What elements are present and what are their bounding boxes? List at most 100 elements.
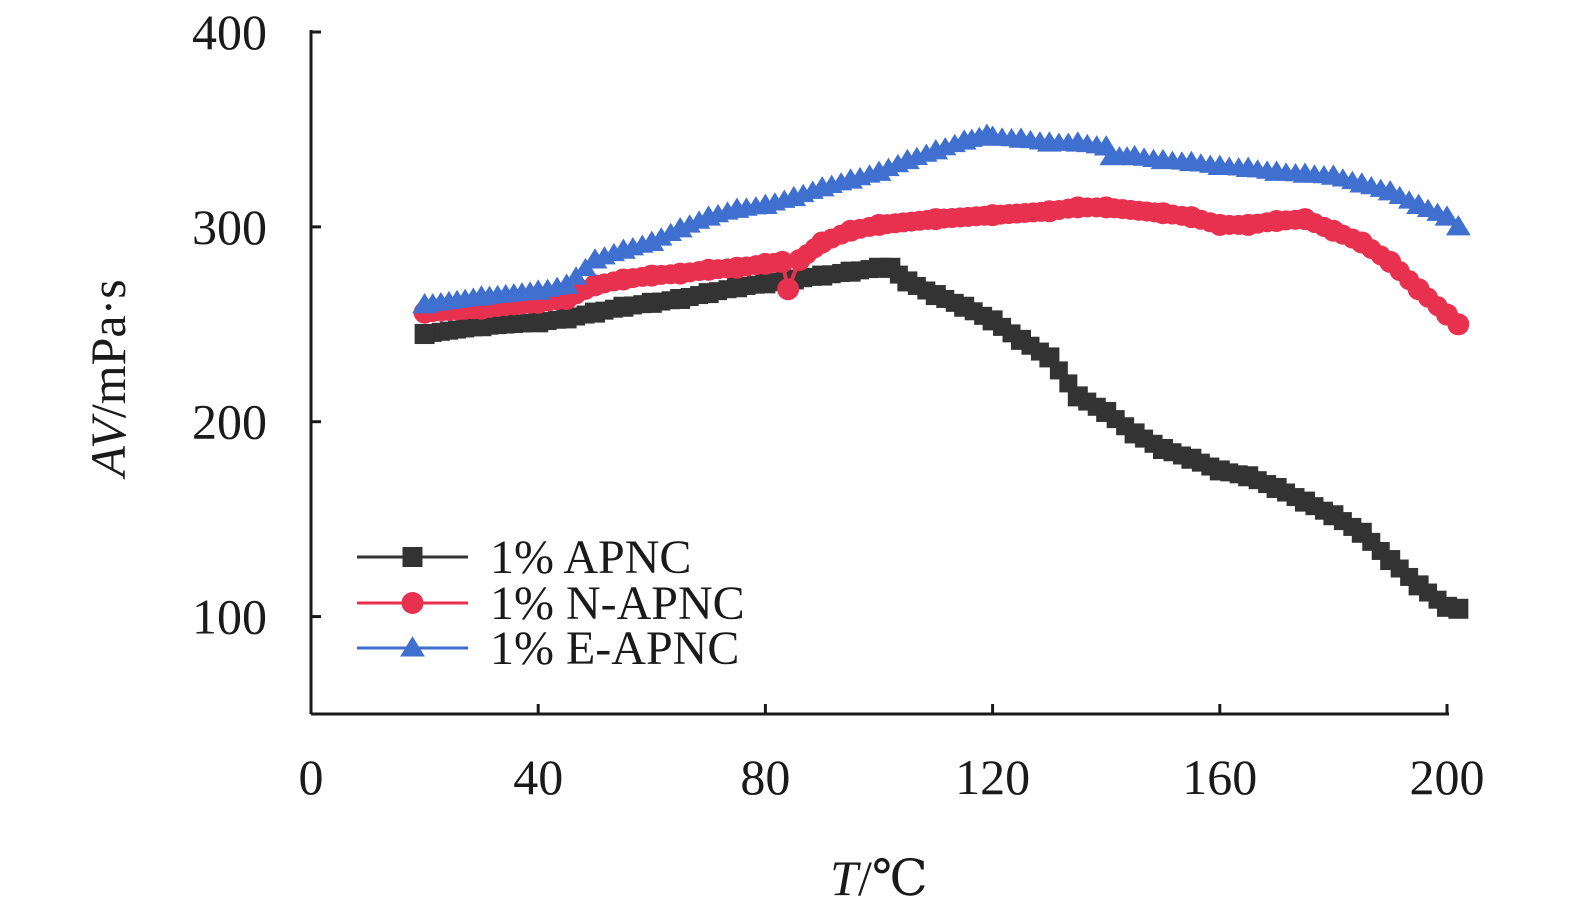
data-point: [1323, 505, 1344, 526]
data-point: [1447, 313, 1470, 336]
x-tick-label: 40: [513, 749, 563, 805]
data-point: [954, 296, 975, 317]
y-axis-unit: /mPa·s: [80, 279, 136, 418]
data-point: [1237, 213, 1260, 236]
data-point: [771, 250, 794, 273]
data-point: [812, 265, 833, 286]
data-point: [1350, 231, 1373, 254]
series-circle: [413, 196, 1470, 336]
legend-marker: [401, 592, 424, 614]
data-point: [1180, 206, 1203, 229]
data-point: [981, 204, 1004, 227]
data-point: [641, 292, 662, 313]
data-point: [1124, 423, 1145, 444]
data-point: [528, 312, 549, 333]
data-point: [1095, 196, 1118, 219]
data-point: [1266, 477, 1287, 498]
data-point: [1380, 550, 1401, 571]
data-point: [727, 277, 747, 298]
data-point: [412, 293, 437, 314]
data-point: [696, 205, 721, 226]
data-point: [1152, 202, 1174, 225]
data-point: [980, 125, 1005, 146]
y-axis-title: AV/mPa·s: [80, 279, 136, 480]
x-tick-label: 120: [955, 749, 1030, 805]
data-point: [897, 271, 918, 292]
data-point: [1096, 401, 1117, 422]
x-tick-label: 0: [299, 749, 324, 805]
data-point: [840, 261, 861, 282]
data-point: [982, 310, 1003, 331]
data-point: [669, 262, 692, 285]
data-point: [880, 257, 901, 278]
data-point: [754, 252, 777, 275]
data-point: [667, 217, 693, 238]
data-point: [1406, 193, 1431, 214]
data-point: [1008, 127, 1034, 148]
data-point: [1407, 278, 1430, 301]
data-point: [811, 231, 834, 254]
data-point: [788, 248, 811, 271]
data-point: [1238, 466, 1259, 487]
data-point: [1181, 448, 1202, 469]
data-point: [1153, 438, 1173, 459]
legend-entry: 1% N-APNC: [357, 577, 745, 630]
data-point: [698, 283, 719, 304]
data-point: [1038, 200, 1061, 223]
x-axis-unit: /℃: [858, 850, 928, 906]
x-tick-label: 200: [1410, 749, 1485, 805]
data-point: [1099, 144, 1125, 166]
x-axis-variable: T: [830, 850, 861, 906]
data-point: [1065, 131, 1091, 152]
data-point: [1321, 164, 1346, 185]
data-point: [1448, 598, 1469, 619]
data-point: [923, 139, 949, 160]
data-point: [781, 185, 807, 207]
data-point: [584, 274, 606, 297]
data-point: [724, 197, 750, 218]
data-point: [1408, 575, 1429, 596]
axes-layer: [309, 30, 1449, 716]
data-point: [1351, 522, 1372, 543]
data-point: [1264, 160, 1289, 181]
data-point: [753, 193, 778, 214]
data-point: [1207, 154, 1233, 176]
data-point: [1292, 162, 1318, 183]
data-point: [1011, 329, 1031, 350]
series-layer: [412, 123, 1471, 619]
data-point: [612, 268, 635, 291]
data-point: [414, 324, 435, 345]
series-triangle: [412, 123, 1471, 314]
x-axis-title: T/℃: [830, 850, 928, 906]
data-point: [525, 279, 551, 300]
data-point: [639, 230, 665, 251]
data-point: [1295, 491, 1315, 512]
x-tick-label: 160: [1182, 749, 1257, 805]
data-point: [1209, 460, 1230, 481]
data-point: [1150, 148, 1176, 170]
legend-marker: [400, 636, 425, 657]
data-point: [1349, 172, 1375, 193]
data-point: [1179, 150, 1204, 172]
data-point: [1235, 156, 1261, 177]
legend-label: 1% E-APNC: [490, 622, 739, 675]
data-point: [1039, 347, 1060, 368]
data-point: [895, 148, 920, 170]
data-point: [726, 256, 748, 279]
data-point: [924, 208, 947, 231]
data-point: [697, 258, 720, 281]
data-point: [777, 278, 800, 301]
data-point: [1122, 144, 1147, 166]
data-point: [866, 160, 892, 181]
data-point: [670, 288, 691, 309]
data-point: [1379, 250, 1402, 273]
data-point: [1377, 180, 1403, 201]
ticks-layer: 0 40 80 120 160 200 100 200 300 400: [192, 4, 1485, 805]
data-point: [556, 308, 577, 329]
data-point: [838, 168, 863, 189]
data-point: [755, 273, 776, 294]
data-point: [469, 285, 494, 306]
data-point: [1294, 208, 1316, 231]
y-tick-label: 100: [192, 589, 267, 645]
